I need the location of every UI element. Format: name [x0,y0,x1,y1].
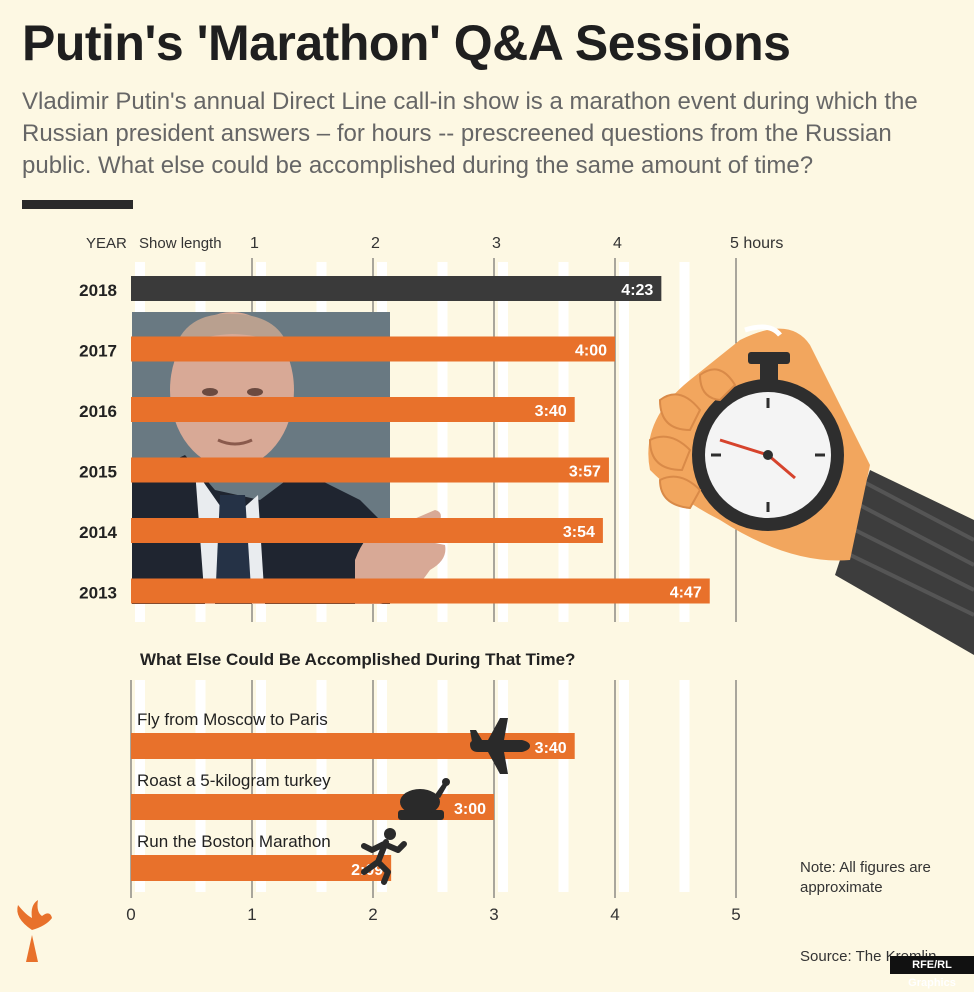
grid-stripe [679,680,690,892]
activity-bar [131,855,392,881]
runner-icon [361,828,407,885]
grid-stripe [619,680,629,892]
bar-2018 [131,276,662,301]
stopwatch-hand-illustration [648,324,974,655]
activity-label: Fly from Moscow to Paris [137,710,328,729]
airplane-body [470,740,530,752]
top-axis-tick-label: 4 [613,235,622,252]
grid-stripe [498,262,508,622]
grid-stripe [619,262,629,622]
chart-note: Note: All figures are approximate [800,859,931,896]
airplane-wing [488,752,508,774]
runner-body [361,839,407,885]
grid-stripe [135,680,145,892]
credit-badge: RFE/RL Graphics [890,956,974,989]
bar-value-label: 3:57 [569,464,601,481]
bar-value-label: 3:40 [535,403,567,420]
grid-stripe [437,262,448,622]
grid-stripe [377,680,387,892]
year-label: 2018 [79,281,117,300]
airplane-wing [488,718,508,740]
title-divider [22,200,133,209]
grid-stripe [558,262,569,622]
airplane-tail [470,730,482,742]
bottom-axis-tick-label: 2 [368,905,377,924]
bar-value-label: 3:54 [563,524,595,541]
activity-value-label: 3:40 [535,740,567,757]
activity-label: Roast a 5-kilogram turkey [137,771,331,790]
top-axis-tick-label: 3 [492,235,501,252]
bar-value-label: 4:23 [621,282,653,299]
top-axis-tick-label: 1 [250,235,259,252]
year-label: 2015 [79,463,117,482]
bar-2017 [131,336,615,362]
grid-stripe [498,680,508,892]
bar-value-label: 4:47 [670,585,702,602]
page-title: Putin's 'Marathon' Q&A Sessions [22,15,791,71]
bottom-axis-tick-label: 3 [489,905,498,924]
airplane-icon [470,718,530,774]
grid-stripe [256,680,266,892]
bar-2016 [131,397,575,422]
bottom-axis-tick-label: 4 [610,905,619,924]
grid-stripe [316,680,327,892]
bottom-axis-tick-label: 1 [247,905,256,924]
bottom-axis-tick-label: 5 [731,905,740,924]
rferl-torch-logo [17,900,52,962]
year-column-header: YEAR [86,235,127,252]
grid-stripe [195,680,206,892]
bar-2014 [131,518,603,543]
page-subtitle: Vladimir Putin's annual Direct Line call… [22,88,918,179]
turkey-leg [434,782,448,798]
bar-2015 [131,457,609,483]
turkey-body [400,789,440,815]
runner-head [384,828,396,840]
bottom-axis-tick-label: 0 [126,905,135,924]
top-axis-tick-label: 2 [371,235,380,252]
year-label: 2014 [79,523,117,542]
activity-value-label: 3:00 [454,801,486,818]
section-title: What Else Could Be Accomplished During T… [140,650,575,669]
year-label: 2016 [79,402,117,421]
activity-label: Run the Boston Marathon [137,832,331,851]
year-label: 2017 [79,342,117,361]
bar-2013 [131,578,710,604]
bar-value-label: 4:00 [575,343,607,360]
top-axis-tick-label: 5 hours [730,235,783,252]
year-label: 2013 [79,584,117,603]
roast-turkey-icon [398,778,450,820]
turkey-bone [442,778,450,786]
grid-stripe [558,680,569,892]
show-length-column-header: Show length [139,235,222,252]
